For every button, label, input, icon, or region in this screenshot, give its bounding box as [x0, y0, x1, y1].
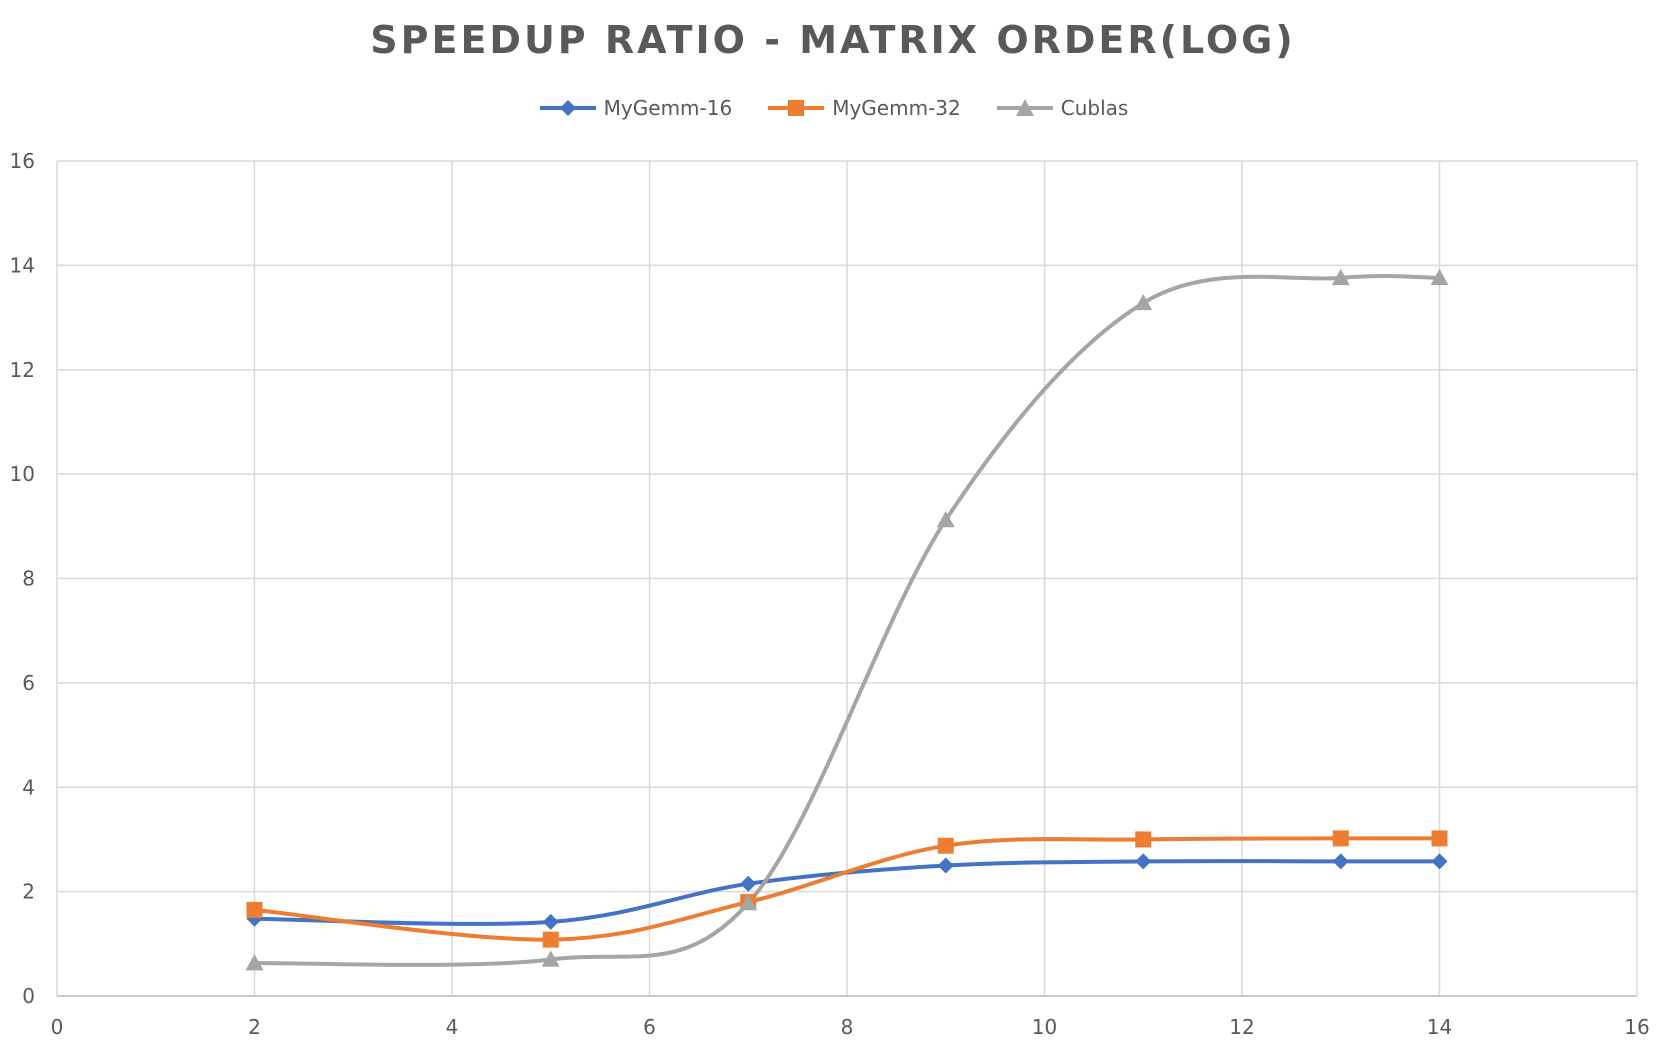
x-tick-label: 6 — [643, 1015, 656, 1039]
y-tick-label: 12 — [10, 358, 35, 382]
data-point-cublas — [541, 950, 560, 967]
legend-label: MyGemm-16 — [603, 96, 733, 120]
y-tick-label: 14 — [10, 253, 35, 277]
data-point-mygemm-32 — [1332, 830, 1349, 847]
x-tick-label: 16 — [1624, 1015, 1649, 1039]
legend: MyGemm-16 MyGemm-32 Cublas — [0, 96, 1666, 120]
data-point-mygemm-16 — [937, 857, 954, 874]
legend-label: Cublas — [1060, 96, 1129, 120]
legend-swatch-mygemm-32 — [768, 100, 825, 116]
x-tick-label: 12 — [1229, 1015, 1254, 1039]
data-point-cublas — [1430, 268, 1449, 286]
legend-swatch-cublas — [996, 99, 1053, 116]
data-point-cublas — [936, 511, 955, 528]
data-point-cublas — [739, 894, 758, 911]
x-tick-label: 4 — [446, 1015, 459, 1039]
data-point-mygemm-16 — [740, 875, 757, 892]
data-point-cublas — [245, 954, 264, 971]
series-line-mygemm-32 — [254, 836, 1440, 942]
y-tick-label: 2 — [22, 880, 35, 904]
y-tick-label: 4 — [22, 775, 35, 799]
series-line-cublas — [254, 274, 1440, 967]
x-tick-label: 2 — [248, 1015, 261, 1039]
chart-title: SPEEDUP RATIO - MATRIX ORDER(LOG) — [370, 18, 1296, 62]
y-tick-label: 8 — [22, 567, 35, 591]
legend-item-cublas: Cublas — [995, 96, 1129, 120]
y-tick-label: 6 — [22, 671, 35, 695]
legend-item-mygemm-16: MyGemm-16 — [538, 96, 733, 120]
x-tick-label: 10 — [1032, 1015, 1057, 1039]
data-point-mygemm-16 — [1135, 853, 1152, 870]
y-tick-label: 16 — [10, 149, 35, 173]
x-tick-label: 14 — [1427, 1015, 1452, 1039]
y-tick-label: 0 — [22, 984, 35, 1008]
data-point-mygemm-32 — [1431, 830, 1448, 847]
x-tick-label: 8 — [841, 1015, 854, 1039]
legend-swatch-mygemm-16 — [539, 100, 596, 116]
data-point-mygemm-16 — [542, 913, 559, 930]
data-point-cublas — [1134, 293, 1153, 311]
x-tick-label: 0 — [51, 1015, 64, 1039]
data-point-mygemm-32 — [937, 837, 954, 854]
data-point-mygemm-32 — [542, 931, 559, 948]
legend-label: MyGemm-32 — [832, 96, 961, 120]
data-point-mygemm-32 — [1135, 831, 1152, 848]
series-line-mygemm-16 — [254, 859, 1440, 926]
legend-item-mygemm-32: MyGemm-32 — [766, 96, 961, 120]
data-point-mygemm-16 — [1431, 853, 1448, 870]
data-point-mygemm-32 — [246, 901, 263, 918]
y-tick-label: 10 — [10, 462, 35, 486]
data-point-cublas — [1331, 268, 1350, 286]
data-point-mygemm-16 — [1332, 853, 1349, 870]
